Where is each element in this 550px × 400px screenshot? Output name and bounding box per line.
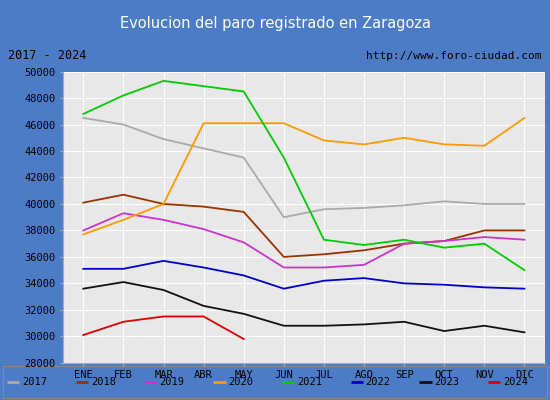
Text: 2020: 2020 [228, 377, 253, 387]
Text: Evolucion del paro registrado en Zaragoza: Evolucion del paro registrado en Zaragoz… [119, 16, 431, 31]
Text: 2018: 2018 [91, 377, 116, 387]
Text: 2022: 2022 [366, 377, 390, 387]
Text: 2021: 2021 [297, 377, 322, 387]
Text: 2019: 2019 [160, 377, 184, 387]
Text: 2023: 2023 [434, 377, 459, 387]
Text: http://www.foro-ciudad.com: http://www.foro-ciudad.com [366, 51, 542, 61]
Bar [3, 366, 547, 398]
Text: 2024: 2024 [503, 377, 528, 387]
Text: 2017: 2017 [22, 377, 47, 387]
Text: 2017 - 2024: 2017 - 2024 [8, 49, 87, 62]
